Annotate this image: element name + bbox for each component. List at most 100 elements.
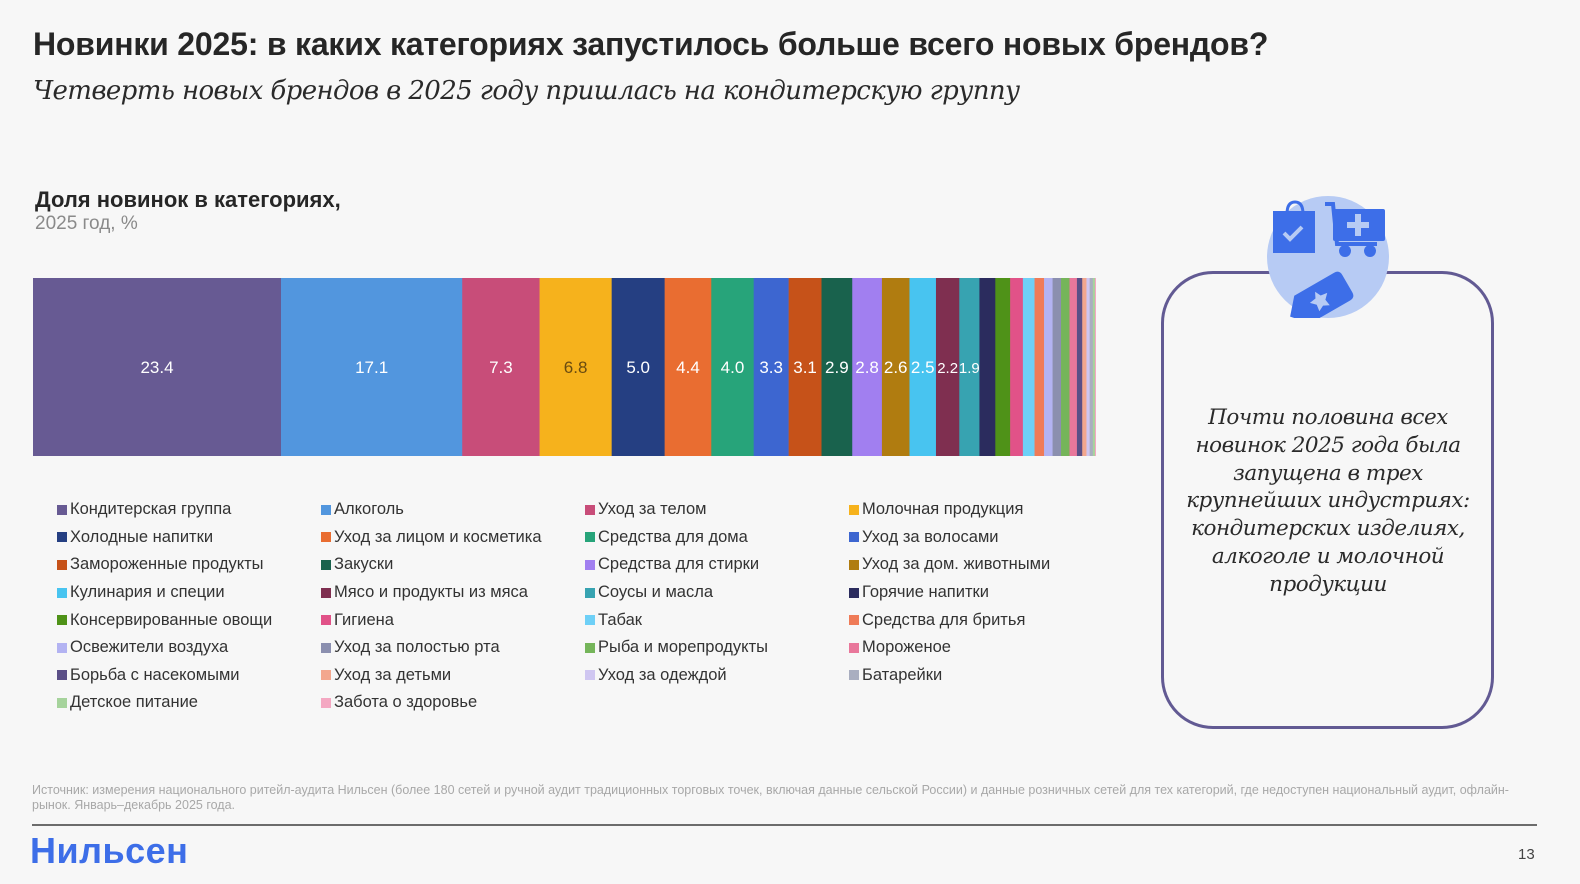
bar-segment [753, 278, 789, 456]
bar-segment [935, 278, 960, 456]
legend-item: Средства для дома [585, 524, 849, 552]
legend-item: Гигиена [321, 606, 585, 634]
bar-data-label: 4.0 [721, 358, 745, 377]
bar-segment [995, 278, 1011, 456]
bar-segment [611, 278, 665, 456]
nielsen-logo: Нильсен [30, 830, 189, 871]
legend-swatch [57, 504, 67, 515]
legend-label: Кондитерская группа [70, 500, 232, 519]
bar-segment [1086, 278, 1090, 456]
bar-data-label: 1.9 [959, 360, 980, 377]
legend-label: Забота о здоровье [334, 693, 478, 712]
shopping-badge [1267, 196, 1389, 318]
legend-swatch [849, 559, 859, 570]
legend-item: Средства для стирки [585, 551, 849, 579]
legend-swatch [585, 504, 595, 515]
legend-swatch [321, 504, 331, 515]
legend-item: Борьба с насекомыми [57, 662, 321, 690]
callout-text: Почти половина всех новинок 2025 года бы… [1186, 405, 1470, 597]
legend-swatch [849, 504, 859, 515]
bar-segment [1094, 278, 1096, 456]
bar-segment [1092, 278, 1096, 456]
source-note: Источник: измерения национального ритейл… [32, 783, 1509, 812]
legend-swatch [57, 532, 67, 543]
legend-swatch [849, 670, 859, 681]
legend-item: Уход за лицом и косметика [321, 524, 585, 552]
bar-segment [664, 278, 712, 456]
legend-item: Уход за волосами [849, 524, 1113, 552]
legend-label: Мороженое [862, 638, 951, 657]
bar-data-label: 3.3 [759, 358, 783, 377]
legend-item: Батарейки [849, 662, 1113, 690]
legend-swatch [585, 587, 595, 598]
legend-swatch [849, 587, 859, 598]
bar-segment [1076, 278, 1083, 456]
legend-item: Кулинария и специи [57, 579, 321, 607]
legend-label: Горячие напитки [862, 583, 989, 602]
legend-swatch [585, 642, 595, 653]
legend-label: Холодные напитки [70, 527, 214, 546]
legend-item: Мороженое [849, 634, 1113, 662]
legend-label: Табак [598, 610, 642, 629]
stacked-bar-chart: 23.4 17.1 7.3 6.8 5.0 4.4 4.0 3.3 3.1 2.9 2.8 2.6 2.… [33, 278, 1096, 456]
legend-label: Уход за полостью рта [334, 638, 500, 657]
legend-label: Уход за волосами [862, 527, 999, 546]
legend-label: Закуски [334, 555, 394, 574]
legend-label: Рыба и морепродукты [598, 638, 768, 657]
legend-label: Детское питание [70, 693, 198, 712]
legend-label: Уход за одеждой [598, 665, 727, 684]
legend-item: Забота о здоровье [321, 689, 585, 717]
bar-segment [1022, 278, 1035, 456]
chart-legend: Кондитерская группа Алкоголь Уход за телом… [57, 496, 1117, 717]
bar-segment [280, 278, 463, 456]
cart-plus-icon [1325, 202, 1385, 257]
legend-item: Уход за полостью рта [321, 634, 585, 662]
legend-item: Замороженные продукты [57, 551, 321, 579]
footer-divider [32, 824, 1537, 826]
legend-item: Уход за телом [585, 496, 849, 524]
legend-swatch [849, 642, 859, 653]
legend-label: Уход за дом. животными [862, 555, 1051, 574]
legend-item: Закуски [321, 551, 585, 579]
bar-data-label: 2.8 [855, 358, 879, 377]
chart-title: Доля новинок в категориях, [35, 187, 341, 212]
legend-item: Детское питание [57, 689, 321, 717]
shopping-icons [1273, 200, 1385, 318]
legend-swatch [321, 670, 331, 681]
page-subtitle: Четверть новых брендов в 2025 году пришл… [33, 76, 1020, 106]
legend-label: Замороженные продукты [70, 555, 264, 574]
legend-label: Уход за телом [598, 500, 707, 519]
legend-label: Уход за лицом и косметика [334, 527, 542, 546]
bar-segment [1034, 278, 1045, 456]
legend-swatch [57, 642, 67, 653]
legend-swatch [321, 587, 331, 598]
legend-item: Консервированные овощи [57, 606, 321, 634]
legend-label: Батарейки [862, 665, 943, 684]
legend-swatch [585, 559, 595, 570]
legend-item: Уход за дом. животными [849, 551, 1113, 579]
legend-item: Соусы и масла [585, 579, 849, 607]
bar-segment [1052, 278, 1062, 456]
page-title: Новинки 2025: в каких категориях запусти… [33, 26, 1269, 62]
legend-item: Кондитерская группа [57, 496, 321, 524]
bar-segment [788, 278, 822, 456]
legend-swatch [849, 532, 859, 543]
bar-data-label: 17.1 [355, 358, 388, 377]
bar-segment [711, 278, 754, 456]
legend-swatch [57, 559, 67, 570]
legend-label: Борьба с насекомыми [70, 665, 240, 684]
legend-swatch [57, 697, 67, 708]
legend-swatch [321, 532, 331, 543]
bar-data-label: 2.6 [884, 358, 908, 377]
bar-data-label: 5.0 [626, 358, 650, 377]
bar-segment [539, 278, 612, 456]
legend-item: Освежители воздуха [57, 634, 321, 662]
bar-segment [1044, 278, 1053, 456]
bar-data-label: 2.5 [911, 358, 935, 377]
chart-subtitle: 2025 год, % [35, 213, 138, 234]
bar-data-label: 7.3 [489, 358, 513, 377]
bar-data-label: 4.4 [676, 358, 700, 377]
legend-item: Горячие напитки [849, 579, 1113, 607]
bar-data-label: 6.8 [564, 358, 588, 377]
legend-swatch [57, 615, 67, 626]
